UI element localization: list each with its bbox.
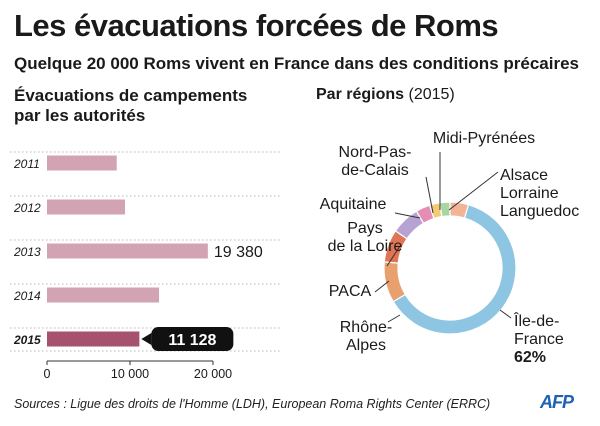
donut-slice-label: Île-de-France (513, 311, 564, 348)
afp-logo: AFP (540, 392, 574, 412)
donut-slice-label: Pays de la Loire (328, 220, 403, 255)
bar-section-title: Évacuations de campements par les autori… (14, 86, 248, 125)
leader-line (394, 212, 421, 219)
donut-slice-label: Nord-Pas-de-Calais (339, 144, 412, 179)
donut-slice (449, 201, 470, 219)
donut-section-title: Par régions (2015) (316, 86, 455, 104)
bar-category-label: 2014 (13, 289, 41, 303)
donut-slice (438, 201, 451, 218)
bar-data-label: 11 128 (168, 332, 216, 349)
leader-line (499, 309, 512, 319)
donut-slice (383, 261, 407, 303)
donut-title-year: (2015) (408, 86, 455, 103)
chart-title: Les évacuations forcées de Roms (14, 8, 499, 43)
donut-value-label: 62% (514, 349, 546, 366)
bar-category-label: 2012 (13, 201, 41, 215)
leader-line (448, 171, 499, 211)
leader-line (425, 176, 434, 214)
data-label-pointer (141, 333, 152, 345)
bar (47, 331, 140, 347)
x-tick-label: 0 (44, 367, 51, 381)
x-tick-label: 10 000 (111, 367, 149, 381)
x-tick-label: 20 000 (194, 367, 232, 381)
leader-line (374, 280, 390, 293)
bar (47, 155, 117, 171)
leader-line (386, 245, 401, 267)
bar-category-label: 2013 (13, 245, 41, 259)
data-label-box (151, 327, 234, 351)
sources-note: Sources : Ligue des droits de l'Homme (L… (14, 397, 491, 411)
bar-category-label: 2015 (13, 333, 41, 347)
bar-data-label: 19 380 (214, 244, 263, 261)
donut-slice-label: Midi-Pyrénées (433, 130, 535, 147)
donut-slice-label: PACA (329, 283, 372, 300)
leader-line (387, 314, 401, 323)
bar (47, 199, 126, 215)
donut-title-main: Par régions (316, 86, 405, 103)
bar (47, 243, 208, 259)
donut-slice-label: Rhône-Alpes (340, 319, 392, 354)
donut-slice-label: Alsace Lorraine Languedoc (500, 167, 579, 220)
bar-category-label: 2011 (13, 157, 40, 171)
donut-slice-label: Aquitaine (320, 196, 387, 213)
chart-subtitle: Quelque 20 000 Roms vivent en France dan… (14, 54, 579, 73)
bar (47, 287, 160, 303)
